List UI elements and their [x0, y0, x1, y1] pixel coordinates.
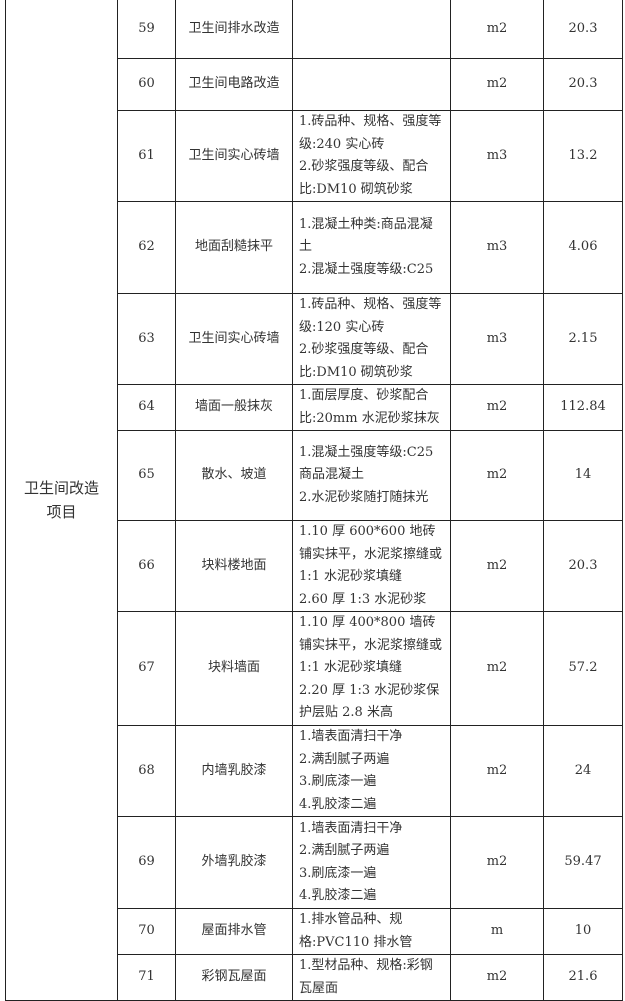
table-row: 60 卫生间电路改造 m2 20.3 [6, 58, 623, 111]
item-name-cell: 地面刮糙抹平 [175, 201, 293, 294]
quantity-cell: 10 [543, 908, 623, 955]
unit-cell: m2 [450, 816, 544, 909]
table-row: 62 地面刮糙抹平 1.混凝土种类:商品混凝土 2.混凝土强度等级:C25 m3 4.0… [6, 201, 623, 294]
table-row: 64 墙面一般抹灰 1.面层厚度、砂浆配合比:20mm 水泥砂浆抹灰 m2 112.84 [6, 384, 623, 431]
quantity-cell: 4.06 [543, 201, 623, 294]
item-name-cell: 卫生间实心砖墙 [175, 110, 293, 202]
item-description-cell: 1.10 厚 600*600 地砖铺实抹平，水泥浆擦缝或 1:1 水泥砂浆填缝 … [292, 520, 451, 612]
unit-cell: m2 [450, 384, 544, 431]
quantity-cell: 20.3 [543, 520, 623, 612]
item-description-cell: 1.混凝土种类:商品混凝土 2.混凝土强度等级:C25 [292, 201, 451, 294]
unit-cell: m2 [450, 954, 544, 1001]
table-row: 61 卫生间实心砖墙 1.砖品种、规格、强度等级:240 实心砖 2.砂浆强度等级、… [6, 110, 623, 202]
item-name-cell: 外墙乳胶漆 [175, 816, 293, 909]
quantity-cell: 20.3 [543, 0, 623, 59]
unit-cell: m2 [450, 58, 544, 111]
item-number-cell: 62 [117, 201, 176, 294]
quantity-cell: 2.15 [543, 293, 623, 385]
item-description-cell: 1.砖品种、规格、强度等级:120 实心砖 2.砂浆强度等级、配合比:DM10 … [292, 293, 451, 385]
item-description-cell: 1.型材品种、规格:彩钢瓦屋面 [292, 954, 451, 1001]
item-description-cell: 1.面层厚度、砂浆配合比:20mm 水泥砂浆抹灰 [292, 384, 451, 431]
item-name-cell: 块料墙面 [175, 611, 293, 726]
item-number-cell: 59 [117, 0, 176, 59]
item-name-cell: 内墙乳胶漆 [175, 725, 293, 817]
item-number-cell: 69 [117, 816, 176, 909]
unit-cell: m2 [450, 725, 544, 817]
quantity-cell: 59.47 [543, 816, 623, 909]
quantity-cell: 112.84 [543, 384, 623, 431]
unit-cell: m [450, 908, 544, 955]
table-row: 67 块料墙面 1.10 厚 400*800 墙砖铺实抹平，水泥浆擦缝或 1:1 水… [6, 611, 623, 726]
item-number-cell: 68 [117, 725, 176, 817]
item-number-cell: 67 [117, 611, 176, 726]
item-number-cell: 61 [117, 110, 176, 202]
bill-of-quantities-table: 卫生间改造 项目 59 卫生间排水改造 m2 20.3 60 卫生间电路改造 m2 20.3 61… [5, 0, 623, 1001]
unit-cell: m3 [450, 293, 544, 385]
unit-cell: m3 [450, 110, 544, 202]
item-name-cell: 卫生间实心砖墙 [175, 293, 293, 385]
item-number-cell: 65 [117, 430, 176, 521]
item-number-cell: 66 [117, 520, 176, 612]
item-description-cell: 1.砖品种、规格、强度等级:240 实心砖 2.砂浆强度等级、配合比:DM10 … [292, 110, 451, 202]
item-number-cell: 60 [117, 58, 176, 111]
item-description-cell: 1.墙表面清扫干净 2.满刮腻子两遍 3.刷底漆一遍 4.乳胶漆二遍 [292, 725, 451, 817]
item-name-cell: 卫生间排水改造 [175, 0, 293, 59]
table-row: 68 内墙乳胶漆 1.墙表面清扫干净 2.满刮腻子两遍 3.刷底漆一遍 4.乳胶漆二… [6, 725, 623, 817]
quantity-cell: 14 [543, 430, 623, 521]
item-name-cell: 彩钢瓦屋面 [175, 954, 293, 1001]
item-description-cell: 1.混凝土强度等级:C25 商品混凝土 2.水泥砂浆随打随抹光 [292, 430, 451, 521]
quantity-cell: 13.2 [543, 110, 623, 202]
item-description-cell: 1.墙表面清扫干净 2.满刮腻子两遍 3.刷底漆一遍 4.乳胶漆二遍 [292, 816, 451, 909]
item-number-cell: 64 [117, 384, 176, 431]
category-cell: 卫生间改造 项目 [5, 0, 118, 1001]
item-name-cell: 屋面排水管 [175, 908, 293, 955]
item-name-cell: 块料楼地面 [175, 520, 293, 612]
unit-cell: m2 [450, 430, 544, 521]
item-number-cell: 70 [117, 908, 176, 955]
unit-cell: m3 [450, 201, 544, 294]
table-row: 71 彩钢瓦屋面 1.型材品种、规格:彩钢瓦屋面 m2 21.6 [6, 954, 623, 1001]
item-number-cell: 63 [117, 293, 176, 385]
table-row: 69 外墙乳胶漆 1.墙表面清扫干净 2.满刮腻子两遍 3.刷底漆一遍 4.乳胶漆二… [6, 816, 623, 909]
item-description-cell [292, 58, 451, 111]
table-row: 63 卫生间实心砖墙 1.砖品种、规格、强度等级:120 实心砖 2.砂浆强度等级、… [6, 293, 623, 385]
item-name-cell: 卫生间电路改造 [175, 58, 293, 111]
quantity-cell: 21.6 [543, 954, 623, 1001]
unit-cell: m2 [450, 520, 544, 612]
item-name-cell: 墙面一般抹灰 [175, 384, 293, 431]
quantity-cell: 20.3 [543, 58, 623, 111]
table-row: 卫生间改造 项目 59 卫生间排水改造 m2 20.3 [5, 0, 623, 1001]
item-description-cell [292, 0, 451, 59]
unit-cell: m2 [450, 0, 544, 59]
quantity-cell: 57.2 [543, 611, 623, 726]
item-description-cell: 1.排水管品种、规格:PVC110 排水管 [292, 908, 451, 955]
table-row: 66 块料楼地面 1.10 厚 600*600 地砖铺实抹平，水泥浆擦缝或 1:1 … [6, 520, 623, 612]
unit-cell: m2 [450, 611, 544, 726]
item-name-cell: 散水、坡道 [175, 430, 293, 521]
item-number-cell: 71 [117, 954, 176, 1001]
item-description-cell: 1.10 厚 400*800 墙砖铺实抹平，水泥浆擦缝或 1:1 水泥砂浆填缝 … [292, 611, 451, 726]
quantity-cell: 24 [543, 725, 623, 817]
table-row: 70 屋面排水管 1.排水管品种、规格:PVC110 排水管 m 10 [6, 908, 623, 955]
table-row: 65 散水、坡道 1.混凝土强度等级:C25 商品混凝土 2.水泥砂浆随打随抹光 m2… [6, 430, 623, 521]
